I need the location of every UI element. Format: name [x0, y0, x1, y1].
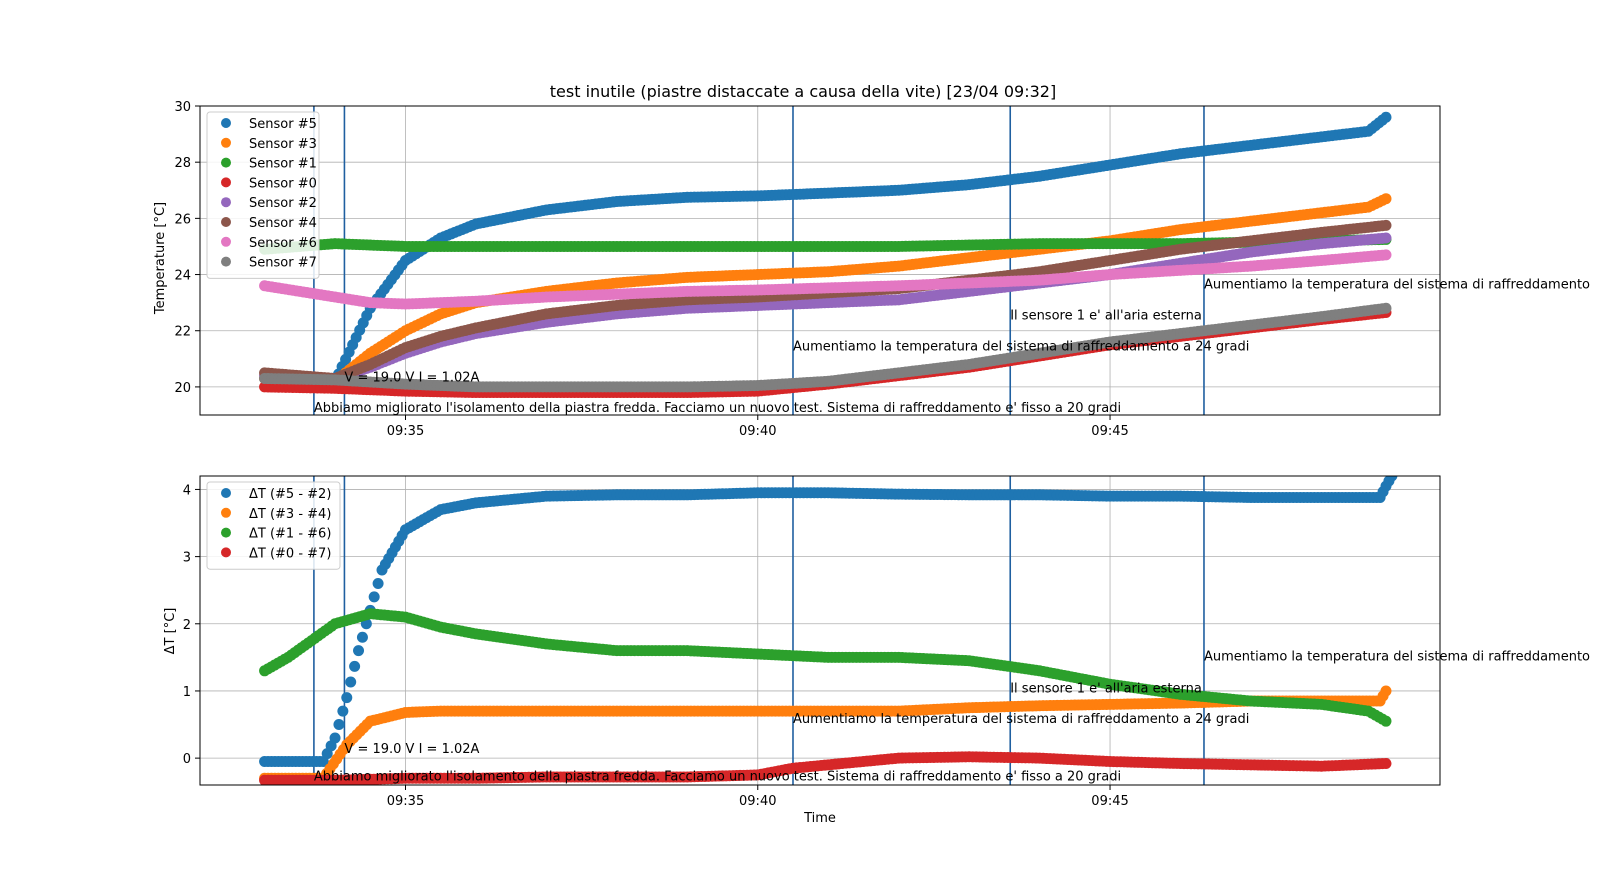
- x-axis-label: Time: [803, 811, 836, 826]
- y-axis-label: ΔT [°C]: [163, 608, 178, 655]
- series-0: [259, 476, 1398, 767]
- legend: ΔT (#5 - #2) ΔT (#3 - #4) ΔT (#1 - #6) ΔT (…: [206, 481, 341, 570]
- legend-frame: [206, 111, 320, 279]
- legend-entry: Sensor #0: [249, 176, 317, 191]
- y-tick-label: 20: [174, 381, 191, 396]
- plot-frame: [199, 105, 1441, 416]
- data-point: [329, 732, 341, 744]
- data-point: [349, 660, 361, 672]
- x-tick-label: 09:35: [387, 424, 424, 439]
- legend-marker: [221, 527, 231, 538]
- legend-entry: ΔT (#0 - #7): [249, 546, 331, 561]
- y-tick-label: 28: [174, 156, 191, 171]
- y-tick-label: 24: [174, 269, 191, 284]
- series-7: [259, 302, 1392, 393]
- series-6: [259, 249, 1392, 310]
- data-point: [372, 577, 384, 589]
- legend-entry: ΔT (#1 - #6): [249, 527, 331, 542]
- data-point: [1380, 249, 1392, 261]
- delta-t-chart: ΔT [°C] Time Abbiamo migliorato l'isolam…: [163, 475, 1590, 826]
- x-tick-label: 09:40: [739, 794, 776, 809]
- y-tick-label: 4: [183, 483, 191, 498]
- data-point: [1380, 685, 1392, 697]
- legend-entry: Sensor #2: [249, 196, 317, 211]
- chart-title: test inutile (piastre distaccate a causa…: [550, 82, 1056, 101]
- series-2: [259, 608, 1392, 727]
- annotation: Aumentiamo la temperatura del sistema di…: [1204, 278, 1590, 293]
- data-point: [1380, 219, 1392, 231]
- data-point: [1380, 111, 1392, 123]
- data-point: [1380, 302, 1392, 314]
- legend-entry: ΔT (#5 - #2): [249, 487, 331, 502]
- legend: Sensor #5 Sensor #3 Sensor #1 Sensor #0 Sens…: [206, 111, 320, 279]
- x-tick-label: 09:45: [1091, 424, 1128, 439]
- legend-entry: Sensor #5: [249, 117, 317, 132]
- legend-entry: Sensor #3: [249, 137, 317, 152]
- annotation: Il sensore 1 e' all'aria esterna: [1010, 681, 1202, 696]
- y-tick-label: 22: [174, 325, 191, 340]
- legend-marker: [221, 118, 231, 128]
- x-tick-label: 09:40: [739, 424, 776, 439]
- y-tick-label: 26: [174, 212, 191, 227]
- legend-entry: ΔT (#3 - #4): [249, 507, 331, 522]
- data-point: [353, 645, 365, 657]
- annotation: Aumentiamo la temperatura del sistema di…: [793, 339, 1249, 354]
- data-point: [1386, 476, 1398, 482]
- y-tick-label: 30: [174, 100, 191, 115]
- legend-entry: Sensor #7: [249, 256, 317, 271]
- data-point: [341, 692, 353, 704]
- plot-frame: [199, 475, 1441, 786]
- legend-entry: Sensor #4: [249, 216, 317, 231]
- legend-marker: [221, 177, 231, 188]
- legend-marker: [221, 488, 231, 498]
- data-point: [333, 719, 345, 731]
- data-point: [1380, 715, 1392, 727]
- annotation: V = 19.0 V I = 1.02A: [344, 742, 479, 757]
- annotation: V = 19.0 V I = 1.02A: [344, 370, 479, 385]
- y-tick-label: 1: [183, 685, 191, 700]
- legend-entry: Sensor #1: [249, 157, 317, 172]
- legend-marker: [221, 547, 231, 558]
- annotation: Aumentiamo la temperatura del sistema di…: [793, 712, 1249, 727]
- data-point: [356, 631, 368, 643]
- x-tick-label: 09:45: [1091, 794, 1128, 809]
- legend-entry: Sensor #6: [249, 236, 317, 251]
- temperature-chart: test inutile (piastre distaccate a causa…: [153, 82, 1590, 439]
- legend-marker: [221, 137, 231, 148]
- annotation: Il sensore 1 e' all'aria esterna: [1010, 308, 1202, 323]
- annotation: Abbiamo migliorato l'isolamento della pi…: [314, 401, 1121, 416]
- data-point: [1380, 758, 1392, 769]
- legend-frame: [206, 481, 341, 570]
- legend-marker: [221, 197, 231, 208]
- x-tick-label: 09:35: [387, 794, 424, 809]
- series-3: [259, 751, 1392, 785]
- legend-marker: [221, 256, 231, 267]
- data-point: [368, 591, 380, 603]
- y-tick-label: 0: [183, 752, 191, 767]
- data-point: [345, 676, 357, 688]
- data-point: [337, 705, 349, 717]
- annotation: Abbiamo migliorato l'isolamento della pi…: [314, 769, 1121, 784]
- legend-marker: [221, 236, 231, 247]
- y-tick-label: 2: [183, 618, 191, 633]
- data-point: [1380, 193, 1392, 205]
- legend-marker: [221, 507, 231, 518]
- data-point: [1380, 232, 1392, 244]
- legend-marker: [221, 217, 231, 227]
- legend-marker: [221, 157, 231, 168]
- y-axis-label: Temperature [°C]: [153, 202, 168, 315]
- y-tick-label: 3: [183, 551, 191, 566]
- annotation: Aumentiamo la temperatura del sistema di…: [1204, 650, 1590, 665]
